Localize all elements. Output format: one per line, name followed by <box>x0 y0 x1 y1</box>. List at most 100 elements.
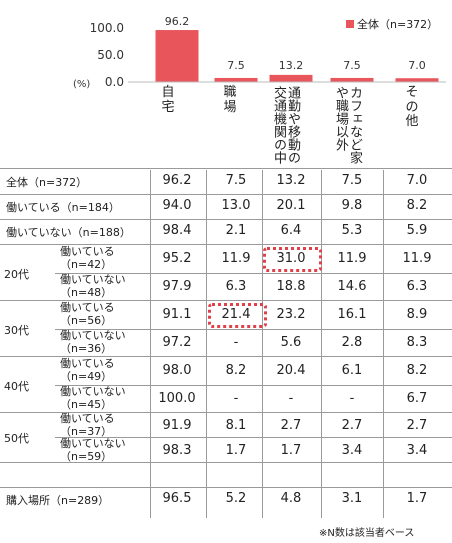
table-cell: 6.1 <box>341 363 363 378</box>
table-cell: 13.0 <box>221 198 251 213</box>
table-cell: 98.0 <box>162 363 192 378</box>
legend-swatch <box>346 20 354 28</box>
bar-4 <box>395 78 439 82</box>
table-cell: 1.7 <box>280 443 302 458</box>
column-divider <box>262 170 263 518</box>
y-tick-label: 100.0 <box>90 21 124 35</box>
table-cell: 1.7 <box>406 491 428 506</box>
table-cell: 8.2 <box>225 363 247 378</box>
category-label-other: その他 <box>405 85 419 129</box>
table-cell: 6.7 <box>406 391 428 406</box>
y-axis-unit: (%) <box>73 79 91 90</box>
table-cell: 20.1 <box>276 198 306 213</box>
row-divider <box>0 300 452 301</box>
category-label-transit: 通勤や移動の交通機関の中 <box>271 86 300 164</box>
row-label: 働いていない （n=45） <box>60 385 126 411</box>
group-label: 50代 <box>4 432 29 445</box>
column-divider <box>383 170 384 518</box>
bar-1 <box>214 77 258 82</box>
table-cell: 8.3 <box>406 335 428 350</box>
row-label: 全体（n=372） <box>6 176 88 189</box>
row-divider <box>0 356 452 357</box>
table-cell: 31.0 <box>276 251 306 266</box>
bar-2 <box>269 74 313 82</box>
table-cell: 8.1 <box>225 418 247 433</box>
chart-legend: 全体（n=372） <box>346 16 438 32</box>
table-cell: 3.4 <box>406 443 428 458</box>
table-cell: 11.9 <box>221 251 251 266</box>
table-cell: 98.3 <box>162 443 192 458</box>
row-divider <box>0 219 452 220</box>
table-cell: 21.4 <box>221 307 251 322</box>
table-cell: 14.6 <box>337 279 367 294</box>
table-cell: 96.2 <box>162 173 192 188</box>
row-divider <box>0 487 452 488</box>
table-cell: 95.2 <box>162 251 192 266</box>
footnote: ※N数は該当者ベース <box>319 528 415 539</box>
row-label: 働いている （n=49） <box>60 357 115 383</box>
row-label: 働いている （n=42） <box>60 245 115 271</box>
subrow-divider <box>55 437 452 438</box>
table-cell: 6.3 <box>225 279 247 294</box>
table-cell: 2.7 <box>280 418 302 433</box>
row-divider <box>0 168 452 169</box>
table-cell: 94.0 <box>162 198 192 213</box>
table-cell: 2.8 <box>341 335 363 350</box>
row-label: 働いている （n=37） <box>60 412 115 438</box>
table-cell: 4.8 <box>280 491 302 506</box>
table-cell: 97.9 <box>162 279 192 294</box>
bar-value-label: 7.0 <box>408 59 426 72</box>
table-cell: - <box>233 335 239 350</box>
row-label: 購入場所（n=289） <box>6 494 110 507</box>
category-label-home: 自宅 <box>161 85 175 115</box>
table-cell: 18.8 <box>276 279 306 294</box>
row-label: 働いていない （n=48） <box>60 273 126 299</box>
table-cell: 7.0 <box>406 173 428 188</box>
table-cell: 91.1 <box>162 307 192 322</box>
table-cell: 5.9 <box>406 223 428 238</box>
table-cell: 16.1 <box>337 307 367 322</box>
category-label-workplace: 職場 <box>223 85 237 115</box>
legend-label: 全体（n=372） <box>357 18 439 31</box>
table-cell: 13.2 <box>276 173 306 188</box>
row-divider <box>0 412 452 413</box>
table-cell: 5.2 <box>225 491 247 506</box>
column-divider <box>150 170 151 518</box>
bar-value-label: 96.2 <box>165 15 190 28</box>
table-cell: - <box>349 391 355 406</box>
y-tick-label: 50.0 <box>97 48 124 62</box>
category-label-cafe: カフェなど家や職場以外 <box>333 86 362 164</box>
bar-value-label: 7.5 <box>227 59 245 72</box>
table-cell: 6.4 <box>280 223 302 238</box>
group-label: 20代 <box>4 268 29 281</box>
table-cell: - <box>288 391 294 406</box>
table-cell: 5.6 <box>280 335 302 350</box>
table-cell: 8.9 <box>406 307 428 322</box>
table-cell: 98.4 <box>162 223 192 238</box>
row-label: 働いている（n=184） <box>6 201 120 214</box>
table-cell: 11.9 <box>337 251 367 266</box>
table-cell: 11.9 <box>402 251 432 266</box>
y-tick-label: 0.0 <box>105 75 124 89</box>
group-label: 40代 <box>4 380 29 393</box>
bar-value-label: 13.2 <box>279 59 304 72</box>
row-divider <box>0 462 452 463</box>
table-cell: 7.5 <box>341 173 363 188</box>
table-cell: 3.4 <box>341 443 363 458</box>
row-label: 働いていない （n=59） <box>60 437 126 463</box>
table-cell: 91.9 <box>162 418 192 433</box>
table-cell: 2.1 <box>225 223 247 238</box>
bar-value-label: 7.5 <box>343 59 361 72</box>
table-cell: 9.8 <box>341 198 363 213</box>
table-cell: 1.7 <box>225 443 247 458</box>
highlight-box <box>263 247 322 272</box>
table-cell: 2.7 <box>341 418 363 433</box>
highlight-box <box>208 303 267 328</box>
row-label: 働いていない （n=36） <box>60 329 126 355</box>
bar-3 <box>330 77 374 82</box>
table-cell: 23.2 <box>276 307 306 322</box>
group-label: 30代 <box>4 324 29 337</box>
table-cell: 8.2 <box>406 198 428 213</box>
table-cell: 8.2 <box>406 363 428 378</box>
column-divider <box>321 170 322 518</box>
